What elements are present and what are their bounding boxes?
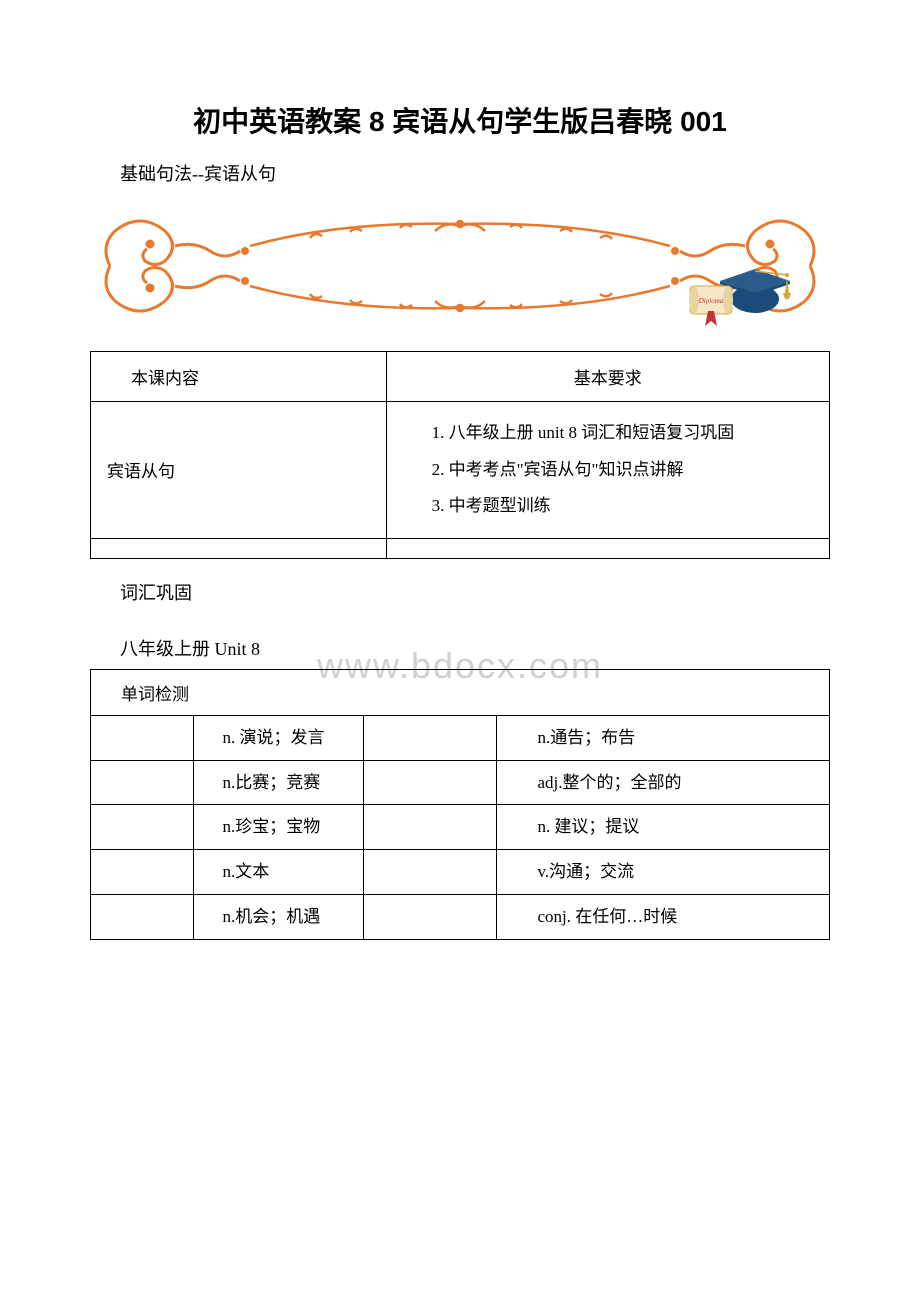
page-title: 初中英语教案 8 宾语从句学生版吕春晓 001 [90,100,830,140]
requirement-item: 3. 中考题型训练 [407,491,809,522]
vocab-def-cell: n. 演说；发言 [194,715,364,760]
vocab-def-cell: v.沟通；交流 [497,850,830,895]
vocab-blank-cell [364,760,497,805]
vocab-blank-cell [364,894,497,939]
content-header-left: 本课内容 [91,352,387,402]
vocabulary-table: 单词检测 n. 演说；发言 n.通告；布告 n.比赛；竞赛 adj.整个的；全部… [90,669,830,940]
decorative-banner: Diploma [90,196,830,336]
vocab-def-cell: n.通告；布告 [497,715,830,760]
vocab-def-cell: n.机会；机遇 [194,894,364,939]
requirement-item: 1. 八年级上册 unit 8 词汇和短语复习巩固 [407,418,809,449]
vocab-def-cell: conj. 在任何…时候 [497,894,830,939]
table-row: n.机会；机遇 conj. 在任何…时候 [91,894,830,939]
table-row: n. 演说；发言 n.通告；布告 [91,715,830,760]
empty-cell [91,538,387,558]
svg-text:Diploma: Diploma [698,297,724,305]
vocab-blank-cell [91,760,194,805]
vocab-blank-cell [364,715,497,760]
empty-cell [386,538,829,558]
requirement-item: 2. 中考考点"宾语从句"知识点讲解 [407,455,809,486]
vocab-blank-cell [91,715,194,760]
vocab-blank-cell [364,850,497,895]
table-row: n.珍宝；宝物 n. 建议；提议 [91,805,830,850]
requirements-cell: 1. 八年级上册 unit 8 词汇和短语复习巩固 2. 中考考点"宾语从句"知… [386,402,829,539]
vocab-header: 单词检测 [91,669,830,715]
unit-label: 八年级上册 Unit 8 [120,635,830,661]
section-label: 词汇巩固 [120,579,830,605]
vocab-blank-cell [91,805,194,850]
vocab-blank-cell [364,805,497,850]
content-header-right: 基本要求 [386,352,829,402]
table-row: n.文本 v.沟通；交流 [91,850,830,895]
subtitle: 基础句法--宾语从句 [120,160,830,186]
vocab-blank-cell [91,894,194,939]
table-row: n.比赛；竞赛 adj.整个的；全部的 [91,760,830,805]
vocab-def-cell: adj.整个的；全部的 [497,760,830,805]
vocab-def-cell: n.比赛；竞赛 [194,760,364,805]
vocab-def-cell: n. 建议；提议 [497,805,830,850]
vocab-def-cell: n.文本 [194,850,364,895]
vocab-blank-cell [91,850,194,895]
lesson-content-cell: 宾语从句 [91,402,387,539]
content-requirements-table: 本课内容 基本要求 宾语从句 1. 八年级上册 unit 8 词汇和短语复习巩固… [90,351,830,559]
vocab-def-cell: n.珍宝；宝物 [194,805,364,850]
